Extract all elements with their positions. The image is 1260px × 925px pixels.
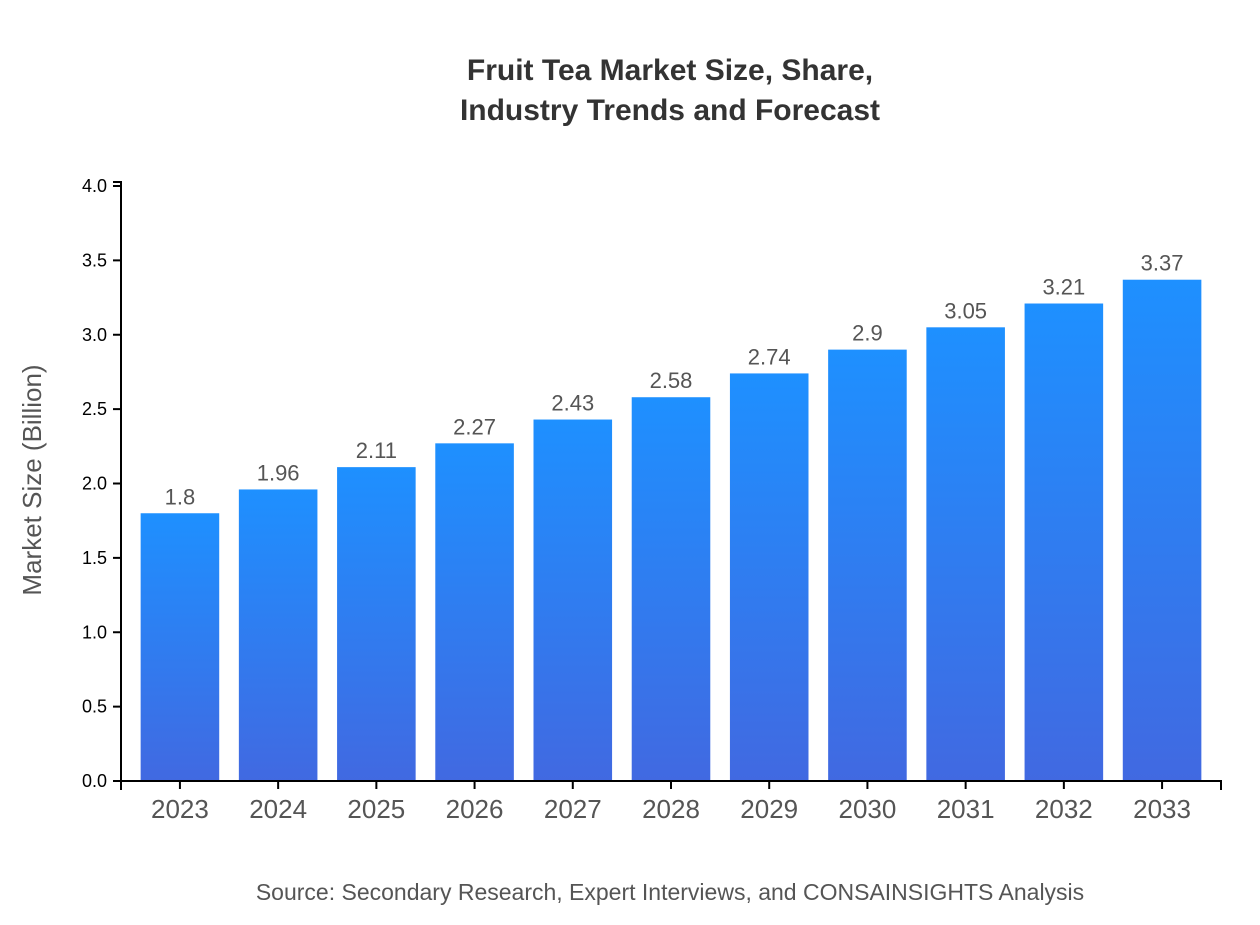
y-axis: 0.0 0.5 1.0 1.5 2.0 2.5 3.0 3.5 4.0 [82, 176, 122, 791]
x-tick-label-2029: 2029 [740, 794, 798, 824]
data-label-2031: 3.05 [944, 298, 987, 323]
data-label-2033: 3.37 [1141, 251, 1184, 276]
data-label-2029: 2.74 [748, 344, 791, 369]
bar-2028 [631, 397, 711, 781]
bar-2026 [435, 443, 514, 781]
y-tick-label: 3.0 [82, 325, 107, 345]
chart-title-line-1: Fruit Tea Market Size, Share, [467, 54, 873, 87]
bar-2024 [238, 489, 318, 781]
data-label-2030: 2.9 [852, 321, 883, 346]
data-label-2024: 1.96 [257, 460, 300, 485]
data-label-2025: 2.11 [356, 438, 397, 463]
y-tick-label: 2.0 [82, 474, 107, 494]
y-axis-line [113, 181, 122, 782]
x-tick-label-2026: 2026 [446, 794, 504, 824]
x-axis-line [120, 780, 1222, 790]
y-tick-label: 3.5 [82, 250, 107, 270]
bar-2032 [1024, 303, 1104, 781]
data-label-2027: 2.43 [551, 391, 594, 416]
y-tick-label: 0.0 [82, 771, 107, 791]
x-tick-label-2027: 2027 [544, 794, 602, 824]
bars-group: 1.8 1.96 2.11 2.27 2.43 2.58 2.74 2.9 3.05 3.21 3.… [140, 251, 1202, 781]
y-tick-label: 4.0 [82, 176, 107, 196]
y-tick-label: 0.5 [82, 697, 107, 717]
x-tick-label-2031: 2031 [937, 794, 995, 824]
x-tick-label-2028: 2028 [642, 794, 700, 824]
bar-2030 [828, 349, 907, 781]
y-tick-label: 1.5 [82, 548, 107, 568]
bar-2033 [1122, 279, 1202, 781]
bar-2027 [533, 419, 613, 781]
y-tick-label: 1.0 [82, 622, 107, 642]
x-tick-label-2023: 2023 [151, 794, 209, 824]
x-tick-label-2032: 2032 [1035, 794, 1093, 824]
x-tick-label-2030: 2030 [839, 794, 897, 824]
x-tick-label-2025: 2025 [347, 794, 405, 824]
source-note: Source: Secondary Research, Expert Inter… [256, 879, 1084, 905]
x-tick-label-2024: 2024 [249, 794, 307, 824]
x-tick-label-2033: 2033 [1133, 794, 1191, 824]
bar-2031 [926, 327, 1005, 781]
data-label-2026: 2.27 [453, 414, 496, 439]
data-label-2032: 3.21 [1042, 275, 1085, 300]
y-tick-label: 2.5 [82, 399, 107, 419]
data-label-2023: 1.8 [165, 484, 196, 509]
x-axis: 2023 2024 2025 2026 2027 2028 2029 2030 2031 2032… [120, 780, 1222, 824]
bar-2023 [140, 513, 220, 781]
bar-2029 [729, 373, 809, 781]
bar-2025 [337, 467, 416, 781]
data-label-2028: 2.58 [650, 368, 693, 393]
chart-title-line-2: Industry Trends and Forecast [460, 94, 880, 127]
y-axis-label: Market Size (Billion) [17, 364, 47, 595]
